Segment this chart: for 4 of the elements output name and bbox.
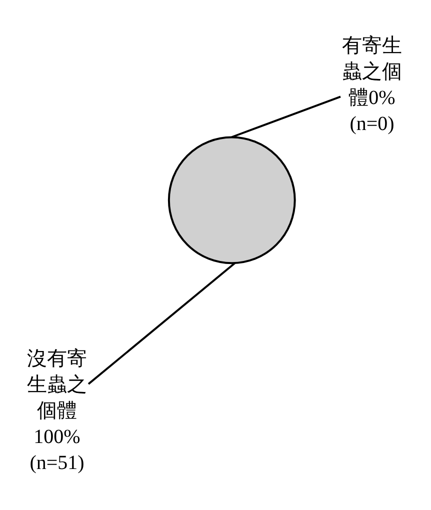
category-label: 有寄生蟲之個體0% (342, 35, 402, 109)
data-label: 100% (n=51) (30, 426, 84, 474)
slice-label: 沒有寄生蟲之個體 (27, 347, 87, 422)
text: (n=0) (350, 113, 394, 135)
